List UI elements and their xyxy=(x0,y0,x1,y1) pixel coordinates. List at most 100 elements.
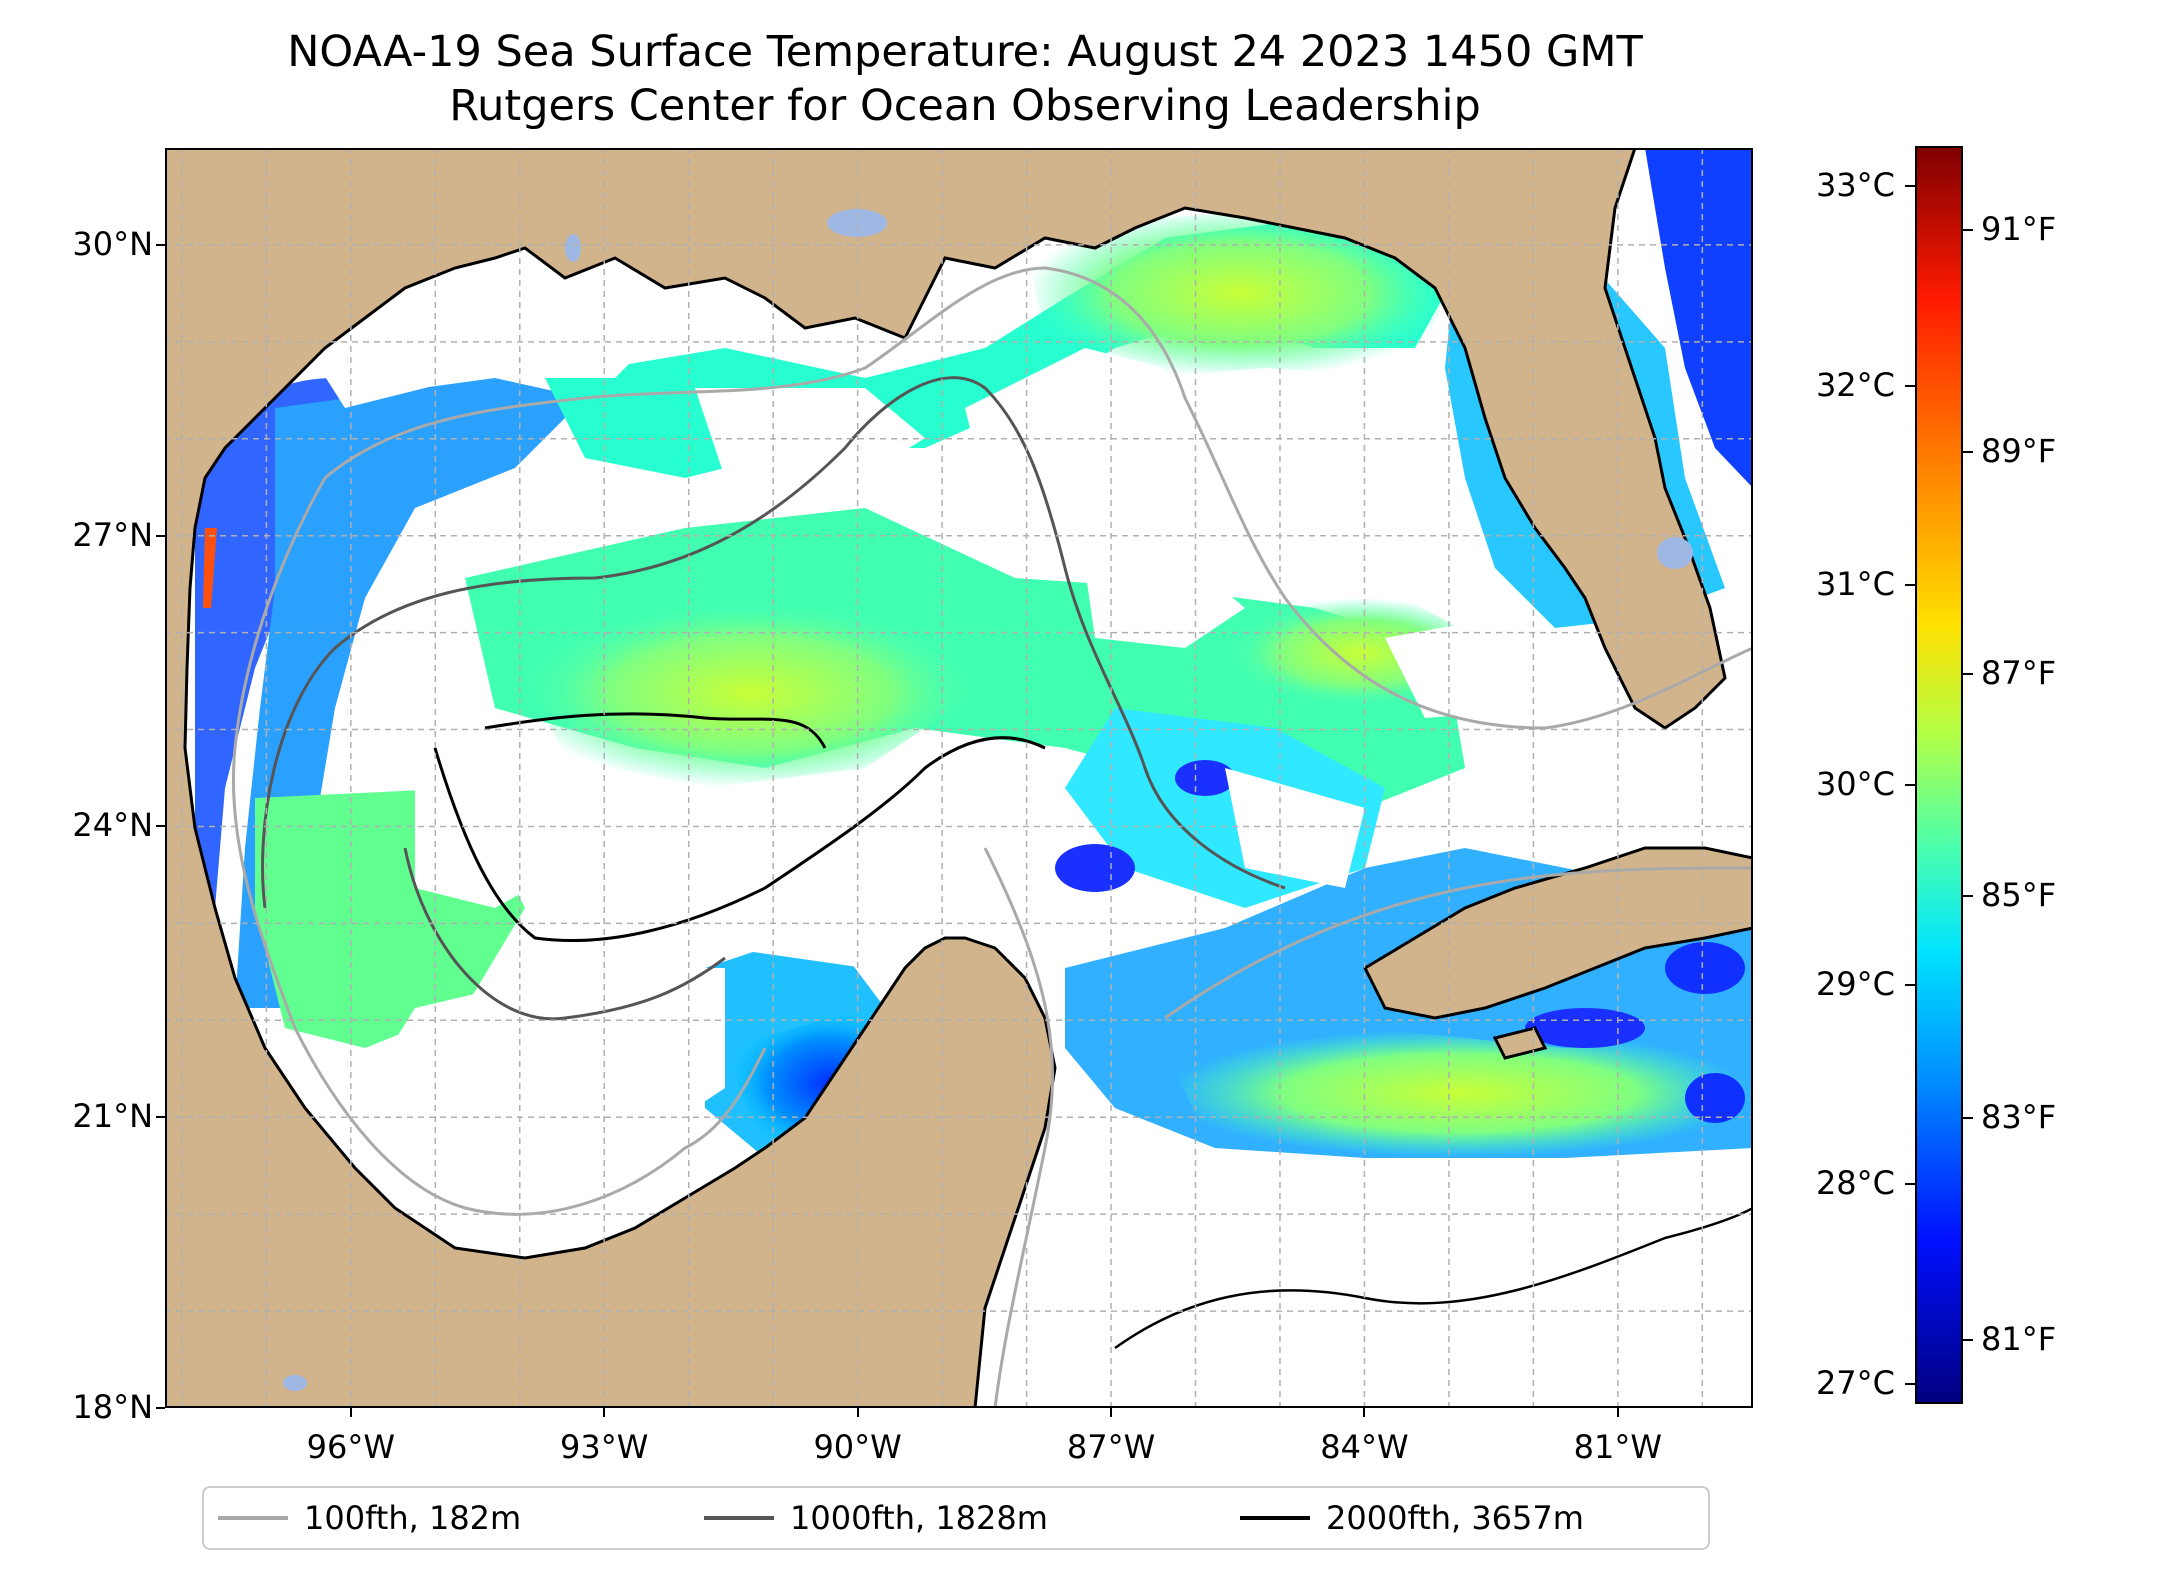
colorbar-celsius-tick: 27°C xyxy=(1815,1364,1895,1403)
colorbar-celsius-tickmark xyxy=(1905,783,1915,786)
sst-patch-west-shelf xyxy=(195,378,395,1028)
colorbar-fahrenheit-tick: 91°F xyxy=(1981,210,2057,249)
colorbar-fahrenheit-tickmark xyxy=(1963,451,1973,454)
colorbar-fahrenheit-tick: 89°F xyxy=(1981,432,2057,471)
colorbar-celsius-tickmark xyxy=(1905,983,1915,986)
contour-100fth-south xyxy=(293,1027,767,1216)
map-frame xyxy=(165,148,1753,1408)
sst-cool-spot xyxy=(1055,844,1135,892)
map-title: NOAA-19 Sea Surface Temperature: August … xyxy=(287,27,1643,77)
legend-label: 2000fth, 3657m xyxy=(1326,1499,1584,1537)
colorbar xyxy=(1915,146,1963,1404)
colorbar-celsius-tick: 30°C xyxy=(1815,764,1895,803)
lake-texas xyxy=(565,234,581,262)
colorbar-celsius-tickmark xyxy=(1905,184,1915,187)
contour-2000fth xyxy=(433,736,1046,943)
longitude-tick-mark xyxy=(1616,1408,1619,1417)
colorbar-fahrenheit-tick: 83°F xyxy=(1981,1097,2057,1136)
latitude-tick-mark xyxy=(156,1407,165,1409)
longitude-tick-label: 87°W xyxy=(1066,1428,1156,1466)
latitude-tick-label: 27°N xyxy=(72,515,153,554)
cloud-patch xyxy=(1085,558,1245,648)
longitude-tick-label: 96°W xyxy=(306,1428,395,1466)
latitude-tick-mark xyxy=(156,243,165,246)
cloud-patch xyxy=(695,388,925,488)
colorbar-fahrenheit-tickmark xyxy=(1963,894,1973,897)
sst-patch-caribbean-warm xyxy=(1165,1028,1753,1158)
sst-patch-atlantic xyxy=(1645,148,1753,488)
lakes-layer xyxy=(283,209,1693,1391)
legend-swatch xyxy=(1240,1516,1310,1520)
sst-patch-central-warm xyxy=(515,598,985,788)
legend-label: 1000fth, 1828m xyxy=(790,1499,1048,1537)
longitude-tick-label: 90°W xyxy=(813,1428,902,1466)
contour-100fth-yucatan xyxy=(983,847,1054,1408)
bathymetry-contours xyxy=(231,266,1753,1408)
lake-pontchartrain xyxy=(827,209,887,237)
contour-100fth-cuba xyxy=(1164,866,1753,1020)
land-layer xyxy=(165,148,1753,1408)
lake-okeechobee xyxy=(1657,537,1693,569)
colorbar-fahrenheit-tick: 85°F xyxy=(1981,875,2057,914)
cloud-patch xyxy=(1225,768,1365,888)
latitude-tick-label: 30°N xyxy=(72,224,153,263)
colorbar-fahrenheit-tick: 81°F xyxy=(1981,1319,2057,1358)
latitude-tick-mark xyxy=(156,1116,165,1119)
lake-mexico xyxy=(283,1375,307,1391)
contour-1000fth-south xyxy=(403,847,726,1021)
sst-cool-spot xyxy=(1685,1073,1745,1123)
colorbar-celsius-tick: 29°C xyxy=(1815,964,1895,1003)
land-isle-of-youth xyxy=(1492,1026,1548,1060)
latitude-tick-mark xyxy=(156,534,165,537)
sst-patch-north-warm xyxy=(1025,208,1455,378)
legend-swatch xyxy=(704,1516,774,1520)
longitude-tick-mark xyxy=(1363,1408,1366,1417)
map-subtitle: Rutgers Center for Ocean Observing Leade… xyxy=(449,81,1481,131)
longitude-tick-mark xyxy=(856,1408,859,1417)
land-cuba xyxy=(1363,846,1753,1020)
longitude-tick-label: 84°W xyxy=(1320,1428,1409,1466)
land-central-america-east xyxy=(1085,1288,1365,1408)
colorbar-fahrenheit-tickmark xyxy=(1963,229,1973,232)
cloud-patch xyxy=(925,768,1045,908)
gridlines xyxy=(165,148,1753,1408)
colorbar-celsius-tick: 33°C xyxy=(1815,165,1895,204)
longitude-tick-mark xyxy=(349,1408,352,1417)
latitude-tick-mark xyxy=(156,825,165,828)
latitude-tick-label: 21°N xyxy=(72,1097,153,1136)
contour-2000fth-caribbean xyxy=(1114,1206,1753,1350)
contour-2000fth-north xyxy=(484,712,827,749)
cloud-patch xyxy=(1385,618,1585,718)
colorbar-celsius-tickmark xyxy=(1905,584,1915,587)
sst-map xyxy=(165,148,1753,1408)
legend-swatch xyxy=(218,1516,288,1520)
cloud-patch xyxy=(365,968,725,1148)
colorbar-celsius-tickmark xyxy=(1905,1183,1915,1186)
colorbar-fahrenheit-tickmark xyxy=(1963,1116,1973,1119)
legend-item-2000fth: 2000fth, 3657m xyxy=(1240,1488,1584,1548)
contour-legend: 100fth, 182m 1000fth, 1828m 2000fth, 365… xyxy=(202,1486,1710,1550)
sst-cool-spot xyxy=(1175,760,1235,796)
land-us-gulf-coast xyxy=(165,148,1753,1408)
colorbar-celsius-tick: 28°C xyxy=(1815,1164,1895,1203)
colorbar-celsius-tickmark xyxy=(1905,1383,1915,1386)
colorbar-celsius-tick: 32°C xyxy=(1815,365,1895,404)
latitude-tick-label: 18°N xyxy=(72,1388,153,1426)
legend-item-1000fth: 1000fth, 1828m xyxy=(704,1488,1048,1548)
colorbar-fahrenheit-tick: 87°F xyxy=(1981,654,2057,693)
legend-label: 100fth, 182m xyxy=(304,1499,522,1537)
longitude-tick-mark xyxy=(1110,1408,1113,1417)
sst-cool-spot xyxy=(1525,1008,1645,1048)
colorbar-fahrenheit-tickmark xyxy=(1963,1338,1973,1341)
longitude-tick-label: 93°W xyxy=(560,1428,649,1466)
latitude-tick-label: 24°N xyxy=(72,806,153,845)
longitude-tick-label: 81°W xyxy=(1573,1428,1663,1466)
legend-item-100fth: 100fth, 182m xyxy=(218,1488,521,1548)
colorbar-fahrenheit-tickmark xyxy=(1963,673,1973,676)
sst-hot-strip xyxy=(203,528,217,608)
colorbar-celsius-tickmark xyxy=(1905,384,1915,387)
colorbar-celsius-tick: 31°C xyxy=(1815,565,1895,604)
contour-1000fth xyxy=(261,376,1286,909)
longitude-tick-mark xyxy=(603,1408,606,1417)
sst-cool-spot xyxy=(1665,942,1745,994)
